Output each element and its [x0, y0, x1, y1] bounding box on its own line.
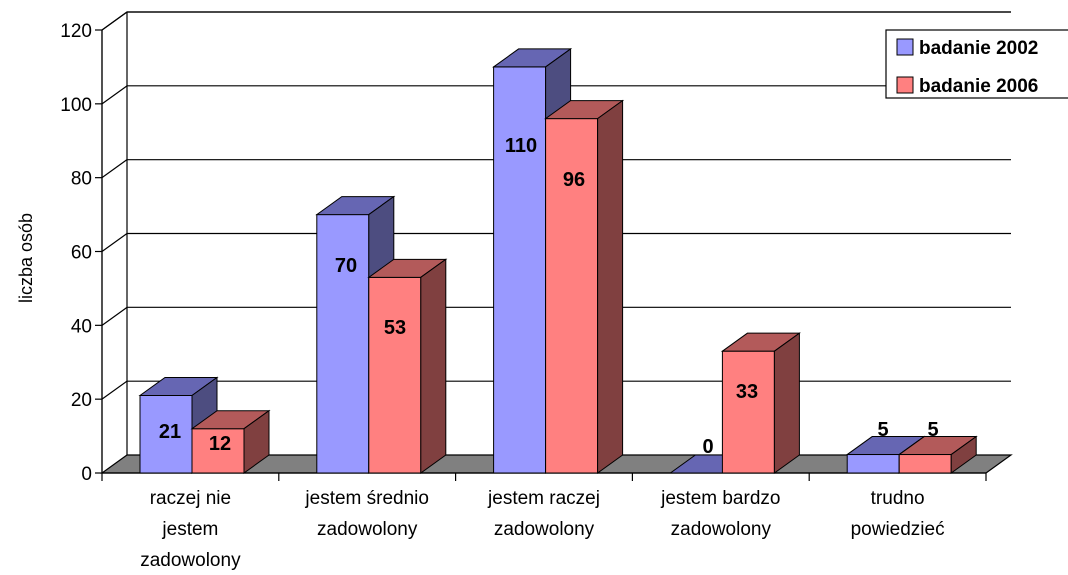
gridline-diagonal — [101, 159, 128, 179]
data-labels: 21 70 110 0 5 12 53 96 33 5 — [159, 135, 939, 458]
data-label: 5 — [927, 419, 938, 441]
bar-side — [597, 99, 624, 474]
bar-side — [773, 332, 800, 474]
x-tick-label: trudno powiedzieć — [851, 488, 945, 540]
data-label: 12 — [209, 433, 231, 455]
data-label: 5 — [877, 419, 888, 441]
gridline-diagonal — [101, 233, 128, 252]
data-label: 110 — [505, 135, 537, 157]
data-label: 96 — [563, 169, 585, 191]
gridline-diagonal — [101, 306, 128, 326]
bars — [138, 47, 978, 474]
legend-label: badanie 2006 — [919, 76, 1038, 97]
bar-front — [545, 118, 599, 474]
gridline-diagonal — [101, 380, 128, 400]
x-tick-label: jestem bardzo zadowolony — [660, 488, 780, 540]
x-tick-label: jestem raczej zadowolony — [487, 488, 600, 540]
y-tick-label: 100 — [60, 95, 92, 116]
legend-label: badanie 2002 — [919, 38, 1038, 59]
bar-front — [721, 350, 775, 474]
y-tick-label: 80 — [71, 169, 92, 190]
bar-badanie-2006-1 — [367, 258, 448, 474]
bar-front — [846, 454, 900, 474]
y-axis-title: liczba osób — [16, 213, 36, 303]
data-label: 21 — [159, 421, 181, 443]
data-label: 33 — [736, 381, 758, 403]
gridline-diagonal — [101, 85, 128, 105]
bar-side — [420, 258, 447, 474]
bar-front — [368, 276, 422, 474]
x-tick-label: raczej nie jestem zadowolony — [140, 488, 241, 571]
legend-box — [885, 29, 1068, 99]
y-tick-label: 40 — [71, 316, 92, 337]
x-axis: raczej nie jestem zadowolony jestem średnio… — [101, 472, 987, 571]
bar-front — [316, 214, 370, 474]
bar-front — [898, 454, 952, 474]
y-axis: 0 20 40 60 80 100 120 — [60, 21, 103, 485]
bar-badanie-2006-0 — [190, 409, 271, 474]
legend: badanie 2002 badanie 2006 — [885, 29, 1068, 99]
legend-swatch — [896, 76, 914, 94]
y-tick-label: 120 — [60, 21, 92, 42]
data-label: 70 — [335, 255, 357, 277]
bar-front — [139, 394, 193, 474]
bar-badanie-2006-3 — [720, 332, 801, 474]
x-tick-label: jestem średnio zadowolony — [304, 488, 429, 540]
legend-swatch — [896, 38, 914, 56]
y-tick-label: 0 — [81, 464, 92, 485]
data-label: 53 — [384, 317, 406, 339]
bar-front — [493, 66, 547, 474]
bar-side — [950, 435, 977, 474]
y-tick-label: 20 — [71, 390, 92, 411]
y-tick-label: 60 — [71, 243, 92, 264]
bar-badanie-2006-2 — [544, 99, 625, 474]
gridline-diagonal — [101, 11, 128, 31]
bar-side — [243, 409, 270, 474]
data-label: 0 — [702, 436, 713, 458]
bar-badanie-2006-4 — [897, 435, 978, 474]
